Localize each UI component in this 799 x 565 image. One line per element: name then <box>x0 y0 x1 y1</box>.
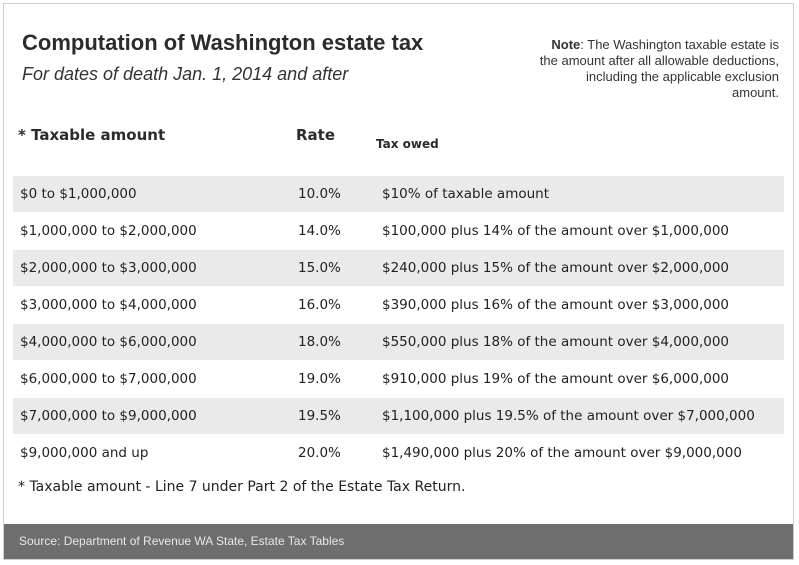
cell-tax-owed: $1,490,000 plus 20% of the amount over $… <box>382 445 742 461</box>
table-row: $4,000,000 to $6,000,000 18.0% $550,000 pl… <box>13 324 784 360</box>
cell-rate: 19.5% <box>298 408 341 424</box>
note-label: Note <box>551 37 581 52</box>
cell-rate: 14.0% <box>298 223 341 239</box>
page-subtitle: For dates of death Jan. 1, 2014 and afte… <box>22 64 349 84</box>
cell-rate: 19.0% <box>298 371 341 387</box>
cell-tax-owed: $1,100,000 plus 19.5% of the amount over… <box>382 408 755 424</box>
table-row: $6,000,000 to $7,000,000 19.0% $910,000 pl… <box>13 361 784 397</box>
note-text: : The Washington taxable estate is the a… <box>539 37 779 100</box>
tax-table-body: $0 to $1,000,000 10.0% $10% of taxable amo… <box>13 176 784 472</box>
table-row: $1,000,000 to $2,000,000 14.0% $100,000 pl… <box>13 213 784 249</box>
source-text: Source: Department of Revenue WA State, … <box>19 534 345 548</box>
cell-taxable-amount: $2,000,000 to $3,000,000 <box>20 260 197 276</box>
cell-tax-owed: $10% of taxable amount <box>382 186 550 202</box>
column-header-tax-owed: Tax owed <box>376 137 439 151</box>
table-row: $9,000,000 and up 20.0% $1,490,000 plus 20… <box>13 435 784 471</box>
table-row: $7,000,000 to $9,000,000 19.5% $1,100,000 … <box>13 398 784 434</box>
cell-tax-owed: $910,000 plus 19% of the amount over $6,… <box>382 371 730 387</box>
note-box: Note: The Washington taxable estate is t… <box>539 37 779 101</box>
source-bar: Source: Department of Revenue WA State, … <box>4 524 793 559</box>
column-header-taxable-amount: * Taxable amount <box>18 126 166 144</box>
cell-rate: 16.0% <box>298 297 341 313</box>
cell-rate: 10.0% <box>298 186 341 202</box>
infographic-frame: Computation of Washington estate tax For… <box>3 3 794 560</box>
cell-taxable-amount: $9,000,000 and up <box>20 445 149 461</box>
column-header-rate: Rate <box>296 126 336 144</box>
cell-taxable-amount: $4,000,000 to $6,000,000 <box>20 334 197 350</box>
cell-taxable-amount: $3,000,000 to $4,000,000 <box>20 297 197 313</box>
cell-tax-owed: $100,000 plus 14% of the amount over $1,… <box>382 223 730 239</box>
table-row: $0 to $1,000,000 10.0% $10% of taxable amo… <box>13 176 784 212</box>
cell-rate: 18.0% <box>298 334 341 350</box>
page-title: Computation of Washington estate tax <box>22 30 424 55</box>
cell-taxable-amount: $0 to $1,000,000 <box>20 186 137 202</box>
footnote: * Taxable amount - Line 7 under Part 2 o… <box>18 479 466 495</box>
table-row: $2,000,000 to $3,000,000 15.0% $240,000 pl… <box>13 250 784 286</box>
cell-rate: 20.0% <box>298 445 341 461</box>
cell-taxable-amount: $1,000,000 to $2,000,000 <box>20 223 197 239</box>
cell-rate: 15.0% <box>298 260 341 276</box>
cell-taxable-amount: $6,000,000 to $7,000,000 <box>20 371 197 387</box>
cell-taxable-amount: $7,000,000 to $9,000,000 <box>20 408 197 424</box>
cell-tax-owed: $240,000 plus 15% of the amount over $2,… <box>382 260 730 276</box>
cell-tax-owed: $550,000 plus 18% of the amount over $4,… <box>382 334 730 350</box>
cell-tax-owed: $390,000 plus 16% of the amount over $3,… <box>382 297 730 313</box>
table-row: $3,000,000 to $4,000,000 16.0% $390,000 pl… <box>13 287 784 323</box>
